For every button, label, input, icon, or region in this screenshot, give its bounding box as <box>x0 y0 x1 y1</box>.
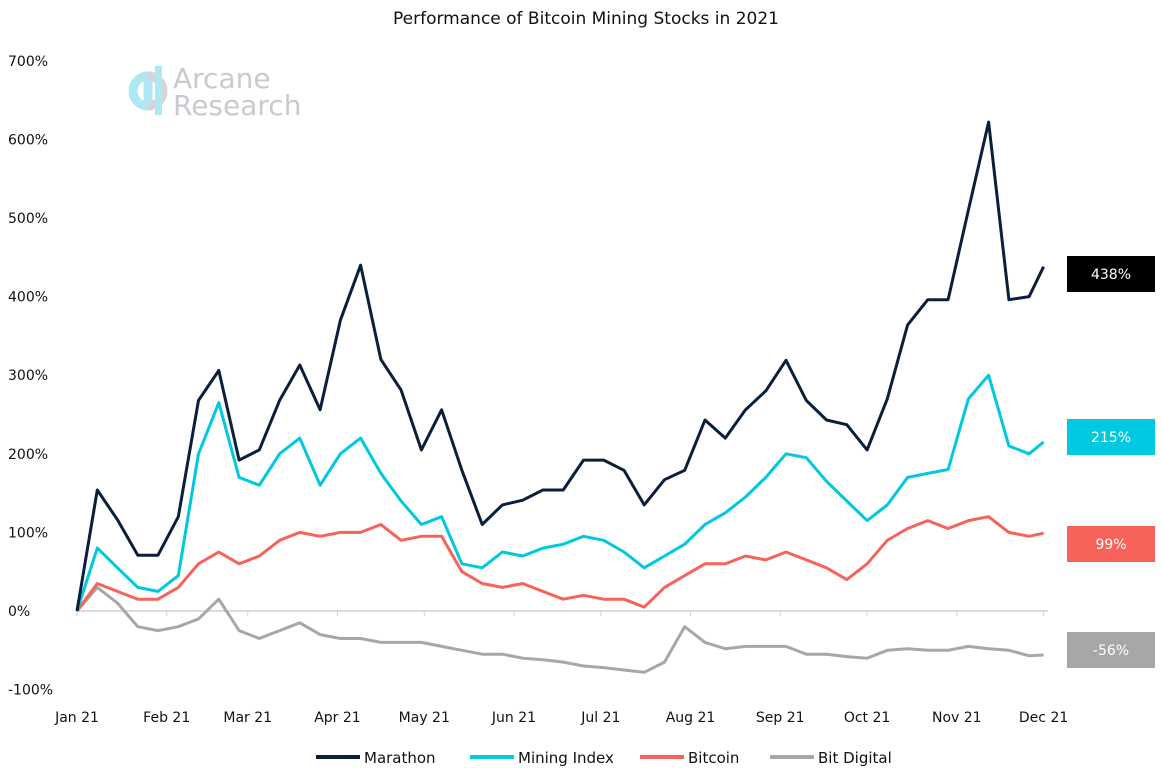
legend-label: Marathon <box>364 749 436 767</box>
x-tick-label: Feb 21 <box>143 710 190 726</box>
series-line-mining-index <box>75 373 1045 612</box>
end-label-value: 438% <box>1091 267 1131 283</box>
y-tick-label: 100% <box>8 525 48 541</box>
end-label-box <box>1067 632 1155 668</box>
y-tick-label: 400% <box>8 290 48 306</box>
x-tick-label: May 21 <box>399 710 450 726</box>
x-axis: Jan 21 Feb 21 Mar 21 Apr 21 May 21 Jun 21 Jul … <box>54 610 1068 726</box>
end-label-box <box>1067 419 1155 455</box>
legend: Marathon Mining Index Bitcoin Bit Digital <box>316 749 892 767</box>
watermark-line2: Research <box>173 89 301 122</box>
watermark-logo: Arcane Research <box>128 62 301 122</box>
x-tick-label: Jul 21 <box>580 710 620 726</box>
legend-label: Bitcoin <box>688 749 739 767</box>
end-labels: 438% 215% 99% -56% <box>1067 256 1155 668</box>
x-tick-label: Aug 21 <box>666 710 716 726</box>
legend-label: Mining Index <box>518 749 614 767</box>
end-label-box <box>1067 256 1155 292</box>
chart-title: Performance of Bitcoin Mining Stocks in … <box>393 9 779 29</box>
x-tick-label: Jun 21 <box>491 710 536 726</box>
end-label-value: 99% <box>1095 537 1126 553</box>
watermark-line1: Arcane <box>173 62 271 95</box>
series-line-bit-digital <box>75 585 1044 674</box>
y-tick-label: 0% <box>8 604 30 620</box>
y-tick-label: 200% <box>8 447 48 463</box>
x-tick-label: Apr 21 <box>314 710 360 726</box>
x-tick-label: Nov 21 <box>932 710 982 726</box>
end-label-value: -56% <box>1093 643 1129 659</box>
end-label-box <box>1067 526 1155 562</box>
legend-label: Bit Digital <box>818 749 892 767</box>
x-tick-label: Jan 21 <box>54 710 99 726</box>
x-tick-label: Oct 21 <box>844 710 890 726</box>
y-tick-label: 300% <box>8 368 48 384</box>
x-tick-label: Dec 21 <box>1019 710 1068 726</box>
end-label-value: 215% <box>1091 430 1131 446</box>
y-axis: 700% 600% 500% 400% 300% 200% 100% 0% -100% <box>8 54 53 699</box>
series-line-bitcoin <box>75 515 1044 612</box>
series-lines <box>75 120 1045 674</box>
x-tick-label: Mar 21 <box>223 710 272 726</box>
y-tick-label: 600% <box>8 132 48 148</box>
x-tick-label: Sep 21 <box>756 710 805 726</box>
y-tick-label: 500% <box>8 211 48 227</box>
series-line-marathon <box>75 120 1045 612</box>
y-tick-label: 700% <box>8 54 48 70</box>
y-tick-label: -100% <box>8 683 53 699</box>
